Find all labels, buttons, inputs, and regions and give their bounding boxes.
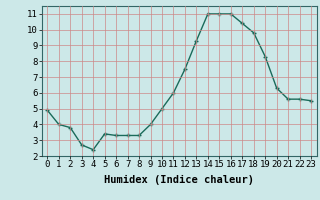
X-axis label: Humidex (Indice chaleur): Humidex (Indice chaleur) <box>104 175 254 185</box>
